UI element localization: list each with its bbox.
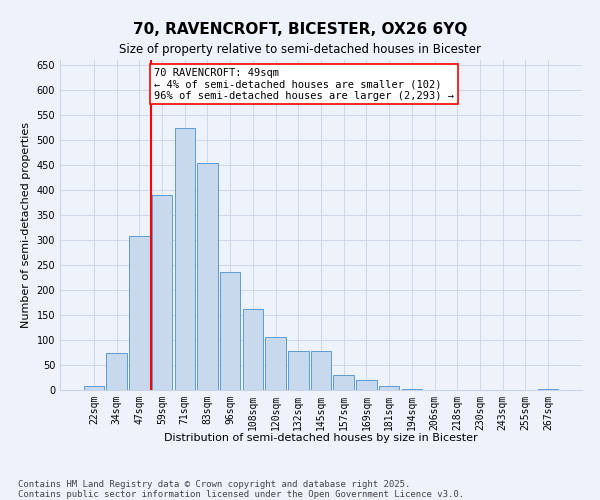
Bar bbox=[106, 352, 127, 390]
Text: Size of property relative to semi-detached houses in Bicester: Size of property relative to semi-detach… bbox=[119, 42, 481, 56]
Bar bbox=[288, 351, 308, 390]
Bar bbox=[334, 375, 354, 390]
Bar bbox=[356, 380, 377, 390]
Text: 70, RAVENCROFT, BICESTER, OX26 6YQ: 70, RAVENCROFT, BICESTER, OX26 6YQ bbox=[133, 22, 467, 38]
Bar bbox=[538, 388, 558, 390]
Bar bbox=[242, 308, 263, 390]
Bar bbox=[220, 272, 241, 390]
Bar bbox=[175, 128, 195, 390]
Bar bbox=[265, 336, 286, 390]
Bar bbox=[84, 386, 104, 390]
Bar bbox=[311, 351, 331, 390]
Bar bbox=[129, 236, 149, 390]
Bar bbox=[197, 162, 218, 390]
Text: Contains HM Land Registry data © Crown copyright and database right 2025.
Contai: Contains HM Land Registry data © Crown c… bbox=[18, 480, 464, 499]
Bar bbox=[379, 386, 400, 390]
Y-axis label: Number of semi-detached properties: Number of semi-detached properties bbox=[21, 122, 31, 328]
Text: 70 RAVENCROFT: 49sqm
← 4% of semi-detached houses are smaller (102)
96% of semi-: 70 RAVENCROFT: 49sqm ← 4% of semi-detach… bbox=[154, 68, 454, 100]
X-axis label: Distribution of semi-detached houses by size in Bicester: Distribution of semi-detached houses by … bbox=[164, 433, 478, 443]
Bar bbox=[401, 388, 422, 390]
Bar bbox=[152, 195, 172, 390]
